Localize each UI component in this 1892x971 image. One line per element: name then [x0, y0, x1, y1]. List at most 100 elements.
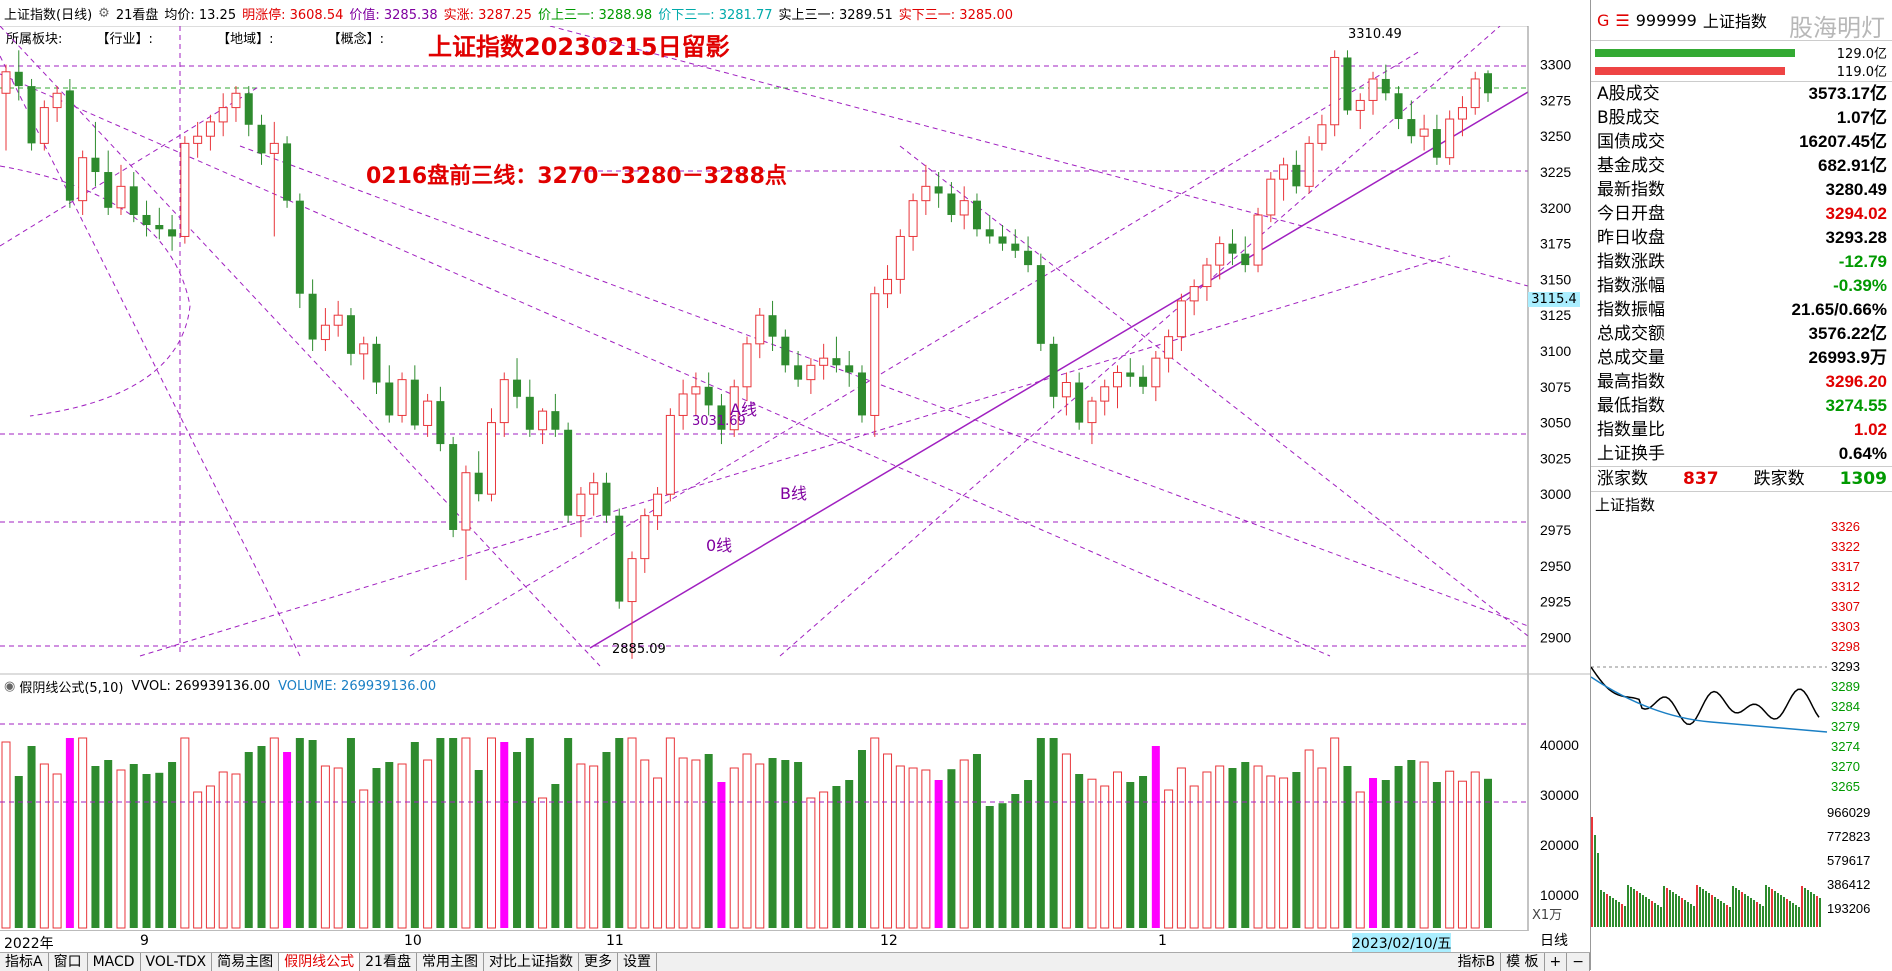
intraday-vol-bar — [1732, 886, 1734, 927]
quote-row: 今日开盘 3294.02 — [1591, 202, 1892, 226]
bottom-tab[interactable]: 假阴线公式 — [279, 953, 361, 971]
candle-body — [538, 410, 548, 431]
quote-row: 指数涨跌 -12.79 — [1591, 250, 1892, 274]
bottom-template[interactable]: 模 板 — [1501, 953, 1545, 971]
candle-body — [218, 107, 228, 123]
candle-body — [998, 236, 1007, 244]
g-icon[interactable]: G — [1597, 10, 1610, 30]
candle-body — [1215, 243, 1225, 266]
intraday-vol-tick: 386412 — [1827, 877, 1870, 892]
volume-bar — [755, 763, 765, 929]
intraday-tick: 3307 — [1831, 599, 1860, 614]
bottom-tab[interactable]: 设置 — [618, 953, 657, 971]
bottom-plus[interactable]: + — [1545, 953, 1568, 971]
volume-bar — [155, 772, 164, 928]
intraday-vol-bar — [1621, 904, 1623, 927]
intraday-tick: 3284 — [1831, 699, 1860, 714]
intraday-vol-tick: 772823 — [1827, 829, 1870, 844]
candle-body — [665, 414, 675, 495]
intraday-tick: 3326 — [1831, 519, 1860, 534]
quote-panel: G ☰ 999999 上证指数 股海明灯 129.0亿 119.0亿 A股成交 3… — [1590, 0, 1892, 970]
bottom-tab[interactable]: 21看盘 — [360, 953, 417, 971]
intraday-vol-bar — [1798, 907, 1800, 927]
volume-bar — [1011, 794, 1020, 928]
bottom-tab[interactable]: 对比上证指数 — [484, 953, 579, 971]
gear-icon[interactable]: ⚙ — [98, 5, 110, 21]
volume-bar — [1100, 785, 1110, 929]
volume-bar — [1381, 780, 1390, 928]
bottom-tab[interactable]: 简易主图 — [212, 953, 280, 971]
intraday-vol-bar — [1735, 888, 1737, 927]
volume-bar — [717, 782, 726, 928]
chevron-down-icon[interactable]: ◉ — [4, 678, 16, 694]
volume-tick: 10000 — [1540, 887, 1579, 903]
volume-bar — [461, 737, 471, 929]
candle-body — [1126, 372, 1135, 377]
volume-bar — [615, 738, 624, 928]
volume-bar — [845, 780, 854, 928]
volume-bar — [1215, 765, 1225, 929]
price-tick: 3075 — [1540, 379, 1571, 395]
candle-body — [1279, 164, 1289, 180]
volume-bar — [640, 759, 650, 929]
daily-period-button[interactable]: 日线 — [1540, 933, 1568, 949]
volume-bar — [513, 752, 522, 928]
candle-body — [91, 157, 100, 173]
candle-body — [1036, 265, 1045, 344]
candle-body — [1470, 78, 1480, 109]
bottom-tab[interactable]: 常用主图 — [417, 953, 484, 971]
date-tick: 10 — [404, 933, 422, 949]
volume-bar — [589, 765, 599, 929]
volume-bar — [295, 738, 304, 928]
date-tick: 1 — [1158, 933, 1167, 949]
volume-bar — [449, 738, 458, 928]
bottom-tab[interactable]: 指标A — [0, 953, 49, 971]
menu-icon[interactable]: ☰ — [1615, 10, 1630, 30]
candle-body — [921, 185, 931, 202]
candle-body — [1368, 78, 1378, 101]
price-up3: 价上三一: 3288.98 — [537, 7, 653, 23]
volume-bar — [959, 759, 969, 929]
intraday-vol-bar — [1633, 889, 1635, 927]
volume-bar — [538, 797, 548, 929]
volume-bar — [1266, 775, 1276, 929]
candle-body — [1432, 129, 1441, 158]
quote-value: 3293.28 — [1825, 228, 1887, 247]
bottom-tab[interactable]: MACD — [88, 953, 141, 971]
bottom-tab[interactable]: VOL-TDX — [141, 953, 213, 971]
kline-chart[interactable]: 3300 3275 3250 3225 3200 3175 3150 3125 3100 3075… — [0, 26, 1590, 931]
intraday-vol-bar — [1630, 887, 1632, 927]
candle-body — [14, 71, 23, 87]
bottom-index_b[interactable]: 指标B — [1452, 953, 1502, 971]
volume-bar — [27, 746, 36, 928]
quote-value: 3274.55 — [1825, 396, 1887, 415]
candle-body — [104, 172, 113, 208]
quote-value: 682.91亿 — [1818, 156, 1887, 175]
intraday-vol-bar — [1792, 903, 1794, 927]
industry-label[interactable]: 【行业】: — [96, 32, 153, 47]
candle-body — [819, 357, 829, 366]
intraday-vol-bar — [1750, 898, 1752, 927]
intraday-vol-bar — [1636, 891, 1638, 927]
quote-value: 1.02 — [1853, 420, 1887, 439]
region-label[interactable]: 【地域】: — [217, 32, 274, 47]
candle-body — [436, 401, 445, 445]
tab21-label[interactable]: 21看盘 — [115, 7, 159, 23]
concept-label[interactable]: 【概念】: — [327, 32, 384, 47]
bottom-tab[interactable]: 窗口 — [49, 953, 88, 971]
bottom-tab[interactable]: 更多 — [579, 953, 618, 971]
vol-formula-name[interactable]: 假阴线公式(5,10) — [19, 680, 124, 696]
candle-body — [474, 472, 483, 495]
real-down3: 实下三一: 3285.00 — [898, 7, 1014, 23]
intraday-vol-bar — [1687, 902, 1689, 927]
intraday-vol-bar — [1615, 900, 1617, 927]
quote-label: 国债成交 — [1597, 132, 1665, 152]
quote-label: 今日开盘 — [1597, 204, 1665, 224]
intraday-vol-bar — [1693, 906, 1695, 927]
candle-body — [257, 124, 266, 154]
intraday-chart[interactable]: 3326 3322 3317 3312 3307 3303 3298 3293 3289 3284… — [1590, 517, 1891, 967]
volume-bar — [1292, 772, 1301, 928]
candle-body — [1024, 250, 1033, 266]
candle-body — [908, 200, 918, 237]
bottom-minus[interactable]: − — [1567, 953, 1590, 971]
